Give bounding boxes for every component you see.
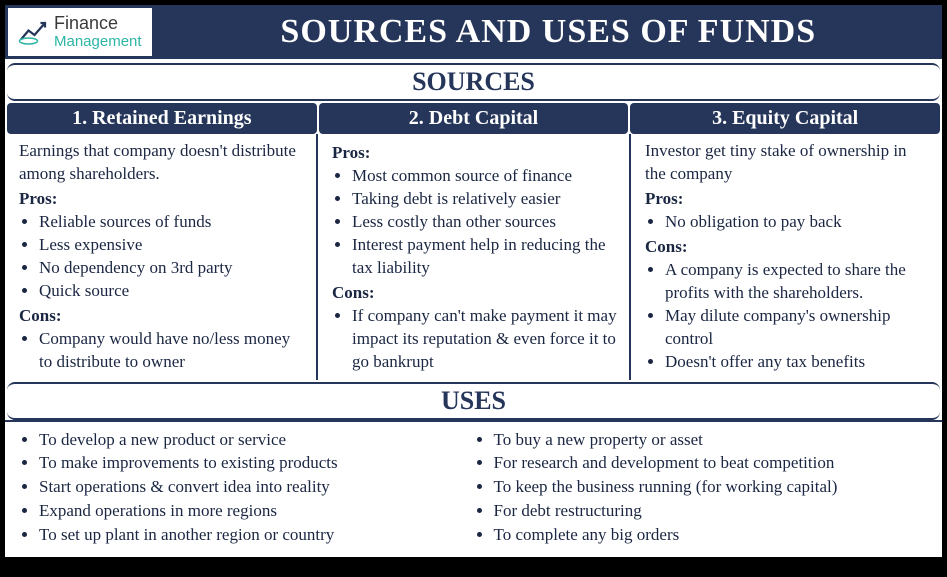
source3-pros-list: No obligation to pay back [645, 211, 930, 234]
header-row: Finance Management SOURCES AND USES OF F… [5, 5, 942, 61]
logo-box: Finance Management [7, 7, 153, 57]
uses-band: USES [7, 382, 940, 420]
list-item: Reliable sources of funds [39, 211, 304, 234]
list-item: If company can't make payment it may imp… [352, 305, 617, 374]
logo-line1: Finance [54, 14, 142, 34]
source-col-2: Pros: Most common source of finance Taki… [318, 134, 631, 379]
logo-text: Finance Management [54, 14, 142, 50]
list-item: No dependency on 3rd party [39, 257, 304, 280]
logo-line2: Management [54, 34, 142, 51]
sources-band: SOURCES [7, 63, 940, 101]
list-item: Quick source [39, 280, 304, 303]
list-item: To buy a new property or asset [494, 428, 929, 452]
sources-headers: 1. Retained Earnings 2. Debt Capital 3. … [5, 103, 942, 134]
list-item: To keep the business running (for workin… [494, 475, 929, 499]
uses-col-left: To develop a new product or service To m… [19, 428, 474, 547]
source3-cons-label: Cons: [645, 236, 930, 259]
source2-cons-list: If company can't make payment it may imp… [332, 305, 617, 374]
list-item: No obligation to pay back [665, 211, 930, 234]
source3-intro: Investor get tiny stake of ownership in … [645, 140, 930, 186]
list-item: For research and development to beat com… [494, 451, 929, 475]
source1-pros-list: Reliable sources of funds Less expensive… [19, 211, 304, 303]
source1-cons-label: Cons: [19, 305, 304, 328]
list-item: A company is expected to share the profi… [665, 259, 930, 305]
list-item: Taking debt is relatively easier [352, 188, 617, 211]
list-item: Company would have no/less money to dist… [39, 328, 304, 374]
source1-pros-label: Pros: [19, 188, 304, 211]
source2-pros-label: Pros: [332, 142, 617, 165]
main-title: SOURCES AND USES OF FUNDS [155, 5, 942, 59]
list-item: Less costly than other sources [352, 211, 617, 234]
infographic-container: Finance Management SOURCES AND USES OF F… [4, 4, 943, 558]
list-item: Less expensive [39, 234, 304, 257]
uses-col-right: To buy a new property or asset For resea… [474, 428, 929, 547]
source2-pros-list: Most common source of finance Taking deb… [332, 165, 617, 280]
list-item: Expand operations in more regions [39, 499, 474, 523]
logo-icon [18, 17, 48, 47]
list-item: To complete any big orders [494, 523, 929, 547]
source-col-1: Earnings that company doesn't distribute… [5, 134, 318, 379]
list-item: Start operations & convert idea into rea… [39, 475, 474, 499]
list-item: For debt restructuring [494, 499, 929, 523]
list-item: To develop a new product or service [39, 428, 474, 452]
source-header-2: 2. Debt Capital [319, 103, 629, 134]
list-item: To set up plant in another region or cou… [39, 523, 474, 547]
list-item: May dilute company's ownership control [665, 305, 930, 351]
source-header-3: 3. Equity Capital [630, 103, 940, 134]
source-col-3: Investor get tiny stake of ownership in … [631, 134, 942, 379]
source-header-1: 1. Retained Earnings [7, 103, 317, 134]
list-item: Doesn't offer any tax benefits [665, 351, 930, 374]
list-item: Interest payment help in reducing the ta… [352, 234, 617, 280]
sources-content: Earnings that company doesn't distribute… [5, 134, 942, 379]
source2-cons-label: Cons: [332, 282, 617, 305]
source1-cons-list: Company would have no/less money to dist… [19, 328, 304, 374]
source1-intro: Earnings that company doesn't distribute… [19, 140, 304, 186]
source3-cons-list: A company is expected to share the profi… [645, 259, 930, 374]
uses-content: To develop a new product or service To m… [5, 420, 942, 557]
source3-pros-label: Pros: [645, 188, 930, 211]
list-item: To make improvements to existing product… [39, 451, 474, 475]
list-item: Most common source of finance [352, 165, 617, 188]
